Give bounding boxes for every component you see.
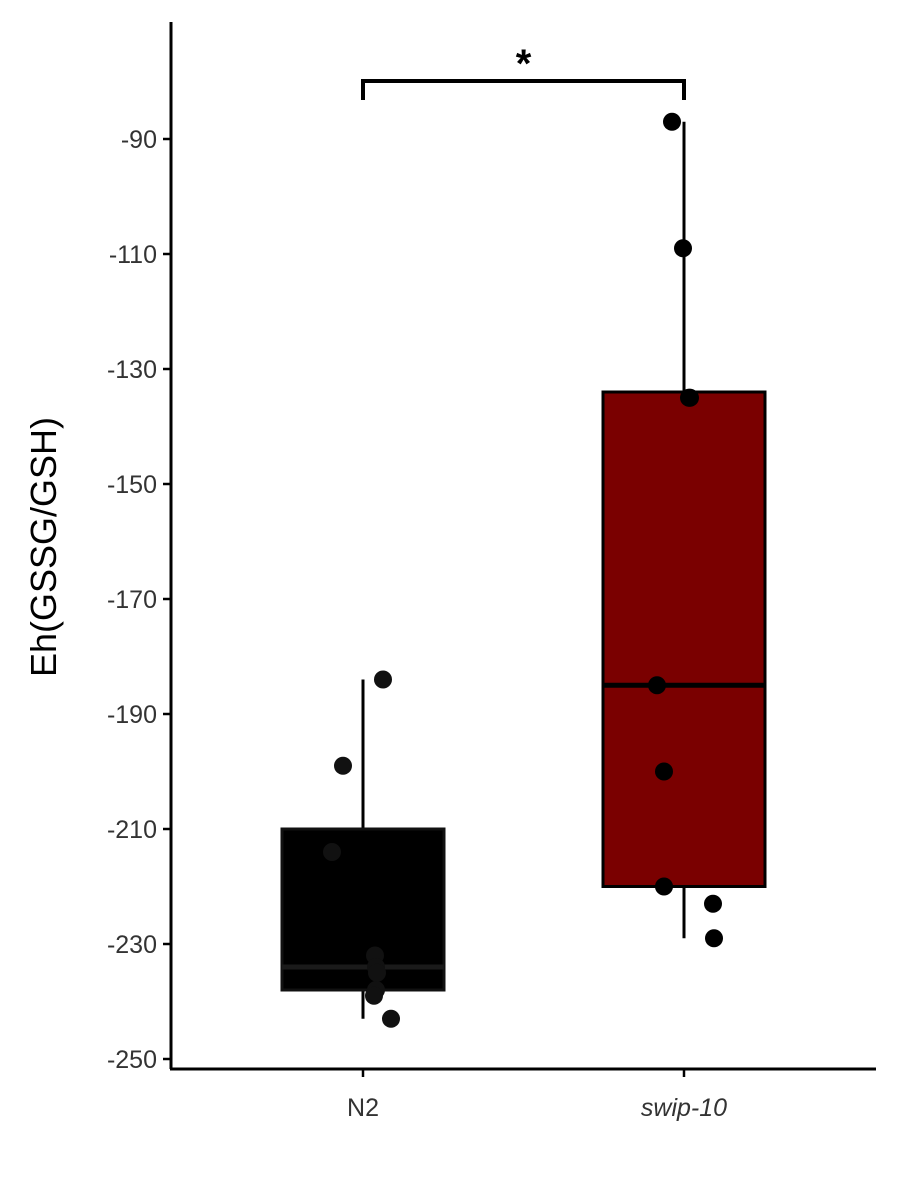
data-point: [648, 676, 666, 695]
data-point: [704, 894, 722, 913]
y-tick-label: -190: [107, 701, 157, 729]
y-tick-label: -130: [107, 356, 157, 384]
y-tick-label: -250: [107, 1046, 157, 1074]
data-point: [681, 388, 699, 407]
y-axis-title: Eh(GSSG/GSH): [23, 417, 64, 677]
data-point: [382, 1009, 400, 1028]
data-point: [323, 843, 341, 861]
significance-label: *: [516, 42, 532, 86]
x-tick-label: N2: [347, 1094, 379, 1122]
y-tick-label: -210: [107, 816, 157, 844]
y-tick-label: -90: [121, 126, 157, 154]
data-point: [334, 756, 352, 775]
data-point: [663, 112, 681, 131]
y-tick-label: -230: [107, 931, 157, 959]
box-N2: [280, 827, 446, 992]
data-point: [655, 877, 673, 896]
data-point: [655, 762, 673, 781]
data-point: [365, 986, 383, 1005]
data-point: [374, 670, 392, 689]
data-point: [705, 929, 723, 948]
data-point: [674, 239, 692, 258]
x-tick-label: swip-10: [641, 1094, 727, 1122]
y-tick-label: -170: [107, 586, 157, 614]
data-point: [368, 963, 386, 982]
y-tick-label: -110: [109, 241, 157, 269]
y-tick-label: -150: [107, 471, 157, 499]
box-swip-10: [601, 390, 767, 888]
significance-bracket: [361, 79, 686, 100]
